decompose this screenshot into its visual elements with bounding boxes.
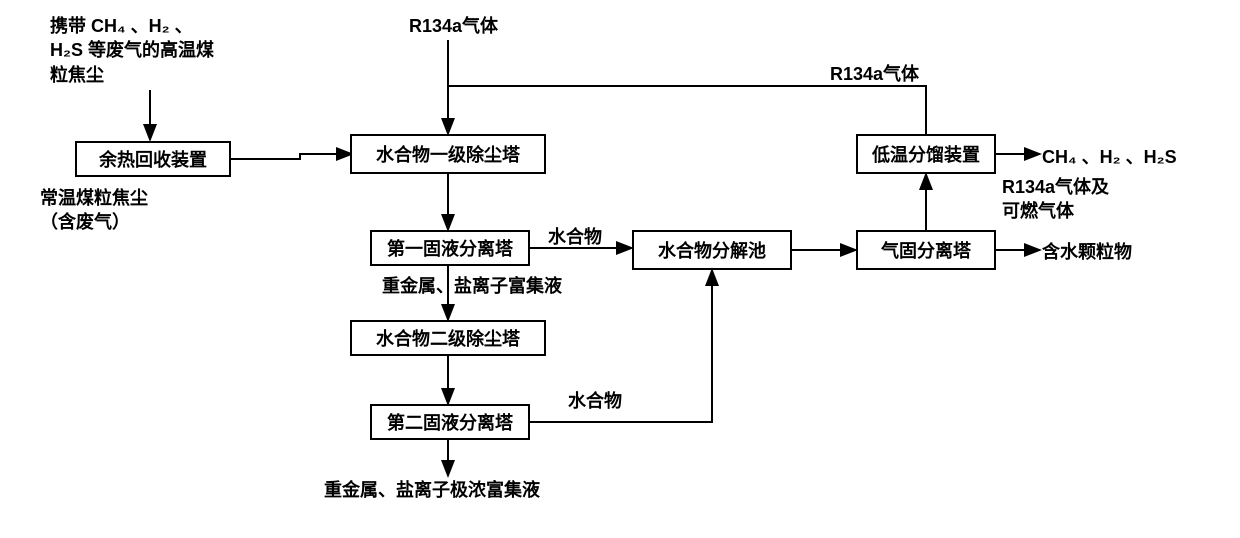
node-sep1: 第一固液分离塔 [370, 230, 530, 266]
node-label-sep2: 第二固液分离塔 [387, 409, 513, 435]
node-label-decomp: 水合物分解池 [658, 237, 766, 263]
label-hydrate2: 水合物 [568, 389, 622, 413]
node-heat_recovery: 余热回收装置 [75, 141, 231, 177]
label-enriched2: 重金属、盐离子极浓富集液 [324, 478, 540, 502]
node-label-sep1: 第一固液分离塔 [387, 235, 513, 261]
label-input_gas: 携带 CH₄ 、H₂ 、 H₂S 等废气的高温煤 粒焦尘 [50, 14, 214, 87]
label-out_particles: 含水颗粒物 [1042, 240, 1132, 264]
node-gas_solid: 气固分离塔 [856, 230, 996, 270]
node-sep2: 第二固液分离塔 [370, 404, 530, 440]
node-decomp: 水合物分解池 [632, 230, 792, 270]
node-label-fractionation: 低温分馏装置 [872, 141, 980, 167]
node-label-tower2: 水合物二级除尘塔 [376, 325, 520, 351]
label-r134a_edge: R134a气体 [830, 62, 919, 86]
node-label-tower1: 水合物一级除尘塔 [376, 141, 520, 167]
edge-e_heat_t1 [231, 154, 350, 159]
label-hydrate1: 水合物 [548, 225, 602, 249]
edge-e_frac_t1 [448, 86, 926, 134]
label-room_temp: 常温煤粒焦尘 （含废气） [40, 186, 148, 235]
node-label-gas_solid: 气固分离塔 [881, 237, 971, 263]
label-r134a_combust: R134a气体及 可燃气体 [1002, 175, 1109, 224]
node-tower1: 水合物一级除尘塔 [350, 134, 546, 174]
label-enriched1: 重金属、盐离子富集液 [382, 274, 562, 298]
label-out_gases: CH₄ 、H₂ 、H₂S [1042, 145, 1177, 169]
node-fractionation: 低温分馏装置 [856, 134, 996, 174]
node-tower2: 水合物二级除尘塔 [350, 320, 546, 356]
label-r134a_top: R134a气体 [409, 14, 498, 38]
node-label-heat_recovery: 余热回收装置 [99, 146, 207, 172]
